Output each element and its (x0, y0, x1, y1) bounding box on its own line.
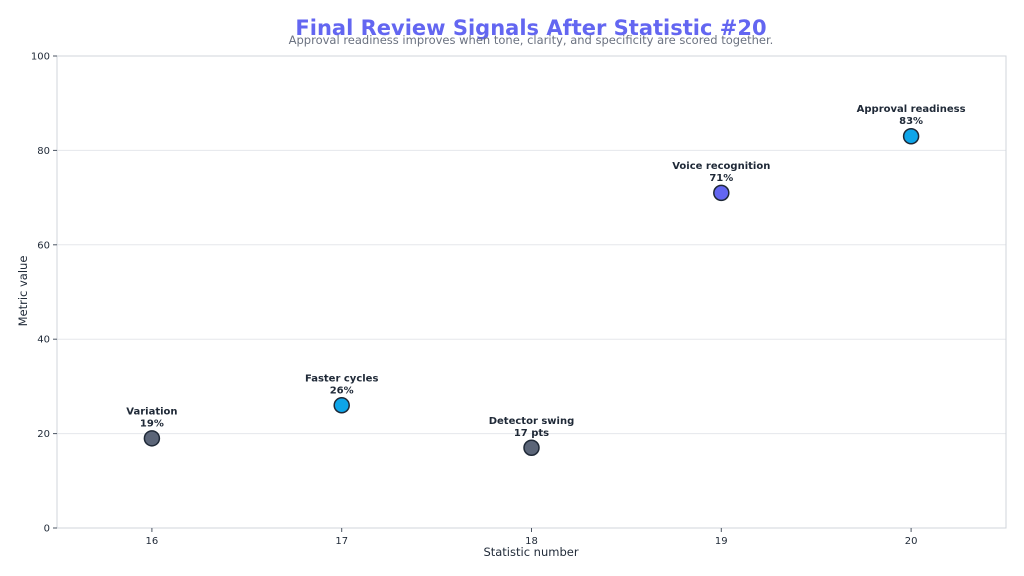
x-tick-label: 17 (335, 536, 348, 547)
x-axis-label: Statistic number (483, 545, 578, 559)
chart-title: Final Review Signals After Statistic #20 (295, 16, 766, 40)
data-point (523, 439, 540, 457)
y-tick-label: 0 (44, 524, 50, 535)
x-tick-label: 20 (905, 536, 918, 547)
grid-lines (57, 149, 1006, 435)
y-axis-ticks: 0 20 40 60 80 100 (31, 52, 57, 535)
y-tick-label: 60 (37, 240, 50, 251)
data-points (143, 127, 920, 457)
chart-subtitle: Approval readiness improves when tone, c… (289, 33, 774, 47)
x-tick-label: 18 (525, 536, 538, 547)
x-axis-ticks: 16 17 18 19 20 (146, 528, 918, 547)
data-label-name: Variation (126, 406, 177, 417)
y-tick-label: 20 (37, 429, 50, 440)
data-label-value: 26% (330, 385, 354, 396)
y-tick-label: 40 (37, 335, 50, 346)
plot-frame (56, 55, 1007, 529)
x-tick-label: 19 (715, 536, 728, 547)
data-label-value: 17 pts (514, 428, 549, 439)
data-label-value: 83% (899, 116, 923, 127)
data-point (713, 184, 730, 202)
data-point (333, 397, 350, 414)
data-label-name: Faster cycles (305, 373, 379, 384)
y-tick-label: 100 (31, 52, 50, 63)
x-tick-label: 16 (146, 536, 159, 547)
data-point (143, 430, 161, 447)
data-label-name: Voice recognition (672, 161, 770, 172)
data-label-name: Approval readiness (857, 104, 966, 115)
data-label-value: 19% (140, 418, 164, 429)
data-point (902, 127, 920, 145)
y-axis-label: Metric value (16, 256, 30, 327)
data-label-name: Detector swing (489, 416, 575, 427)
y-tick-label: 80 (37, 146, 50, 157)
data-label-value: 71% (709, 173, 733, 184)
